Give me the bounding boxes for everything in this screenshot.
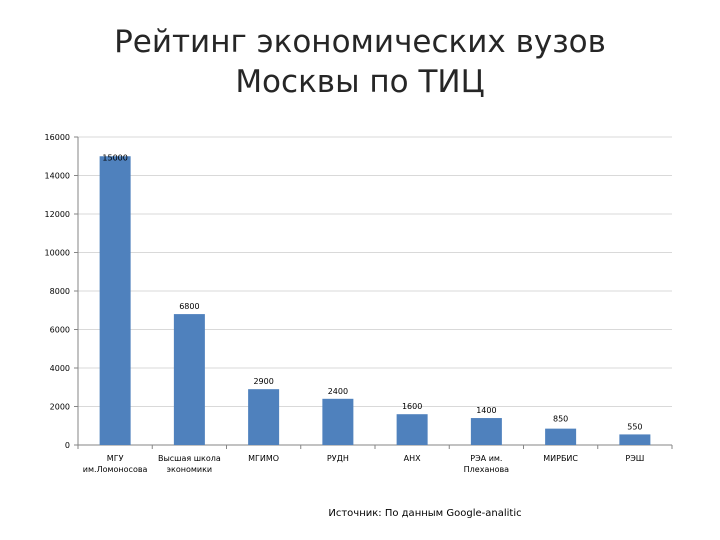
bar [173, 314, 205, 445]
chart-title: Рейтинг экономических вузов Москвы по ТИ… [0, 22, 720, 102]
y-tick-label: 14000 [45, 172, 70, 181]
y-tick-label: 0 [65, 441, 70, 450]
x-tick-label: им.Ломоносова [83, 465, 148, 474]
x-tick-label: АНХ [404, 454, 421, 463]
data-label: 15000 [102, 153, 127, 162]
bar [619, 434, 651, 445]
data-label: 550 [627, 422, 642, 431]
x-tick-label: экономики [167, 465, 213, 474]
y-tick-label: 12000 [45, 210, 70, 219]
y-tick-label: 8000 [50, 287, 70, 296]
data-label: 1400 [476, 406, 496, 415]
x-tick-label: МГУ [107, 454, 124, 463]
x-tick-label: Плеханова [464, 465, 510, 474]
y-tick-label: 6000 [50, 326, 70, 335]
data-label: 850 [553, 415, 568, 424]
y-tick-label: 2000 [50, 403, 70, 412]
x-tick-label: РЭА им. [470, 454, 502, 463]
bar [545, 428, 577, 445]
chart-title-line-1: Рейтинг экономических вузов [114, 24, 606, 60]
x-tick-label: Высшая школа [158, 454, 221, 463]
source-note: Источник: По данным Google-analitic [328, 508, 522, 519]
y-tick-label: 10000 [45, 249, 70, 258]
x-tick-label: МГИМО [248, 454, 279, 463]
bar [248, 389, 280, 445]
data-label: 2900 [253, 377, 273, 386]
bar [99, 156, 131, 445]
y-tick-label: 4000 [50, 364, 70, 373]
data-label: 6800 [179, 302, 199, 311]
y-tick-label: 16000 [45, 133, 70, 142]
x-tick-label: РЭШ [625, 454, 644, 463]
x-tick-label: МИРБИС [543, 454, 578, 463]
data-label: 1600 [402, 402, 422, 411]
bar [396, 414, 428, 445]
bar [322, 398, 354, 445]
chart-title-line-2: Москвы по ТИЦ [235, 64, 485, 100]
x-tick-label: РУДН [327, 454, 349, 463]
data-label: 2400 [328, 387, 348, 396]
bar [470, 418, 502, 445]
